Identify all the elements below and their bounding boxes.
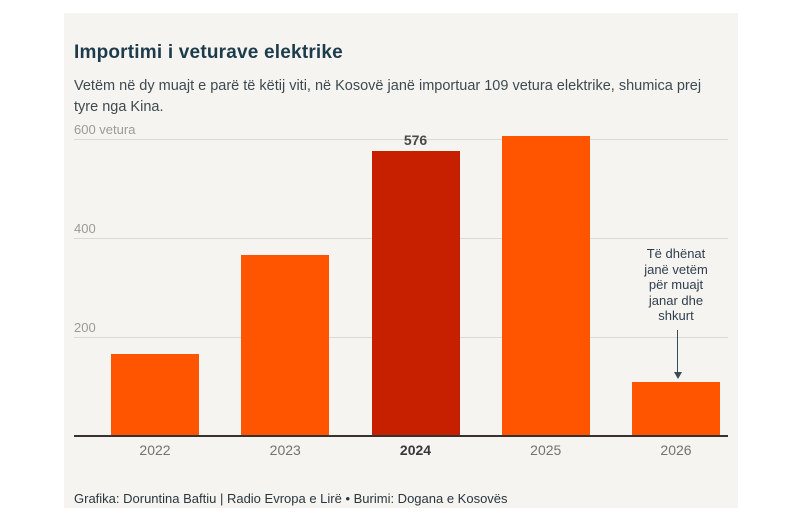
annotation-line: shkurt <box>658 308 694 323</box>
annotation-line: për muajt <box>648 277 704 292</box>
bar-2022[interactable] <box>111 354 199 437</box>
bar-2024[interactable] <box>372 151 460 437</box>
bar-2026[interactable] <box>632 382 720 437</box>
x-tick-label-2025: 2025 <box>530 442 562 458</box>
x-axis-line <box>74 435 728 437</box>
annotation-arrow-line <box>677 330 678 373</box>
annotation-arrow-head-icon <box>673 372 682 379</box>
y-tick-label-200: 200 <box>74 320 96 335</box>
annotation-line: janar dhe <box>648 292 704 308</box>
chart-subtitle: Vetëm në dy muajt e parë të këtij viti, … <box>74 77 702 116</box>
chart-title: Importimi i veturave elektrike <box>74 41 343 63</box>
bar-2025[interactable] <box>502 136 590 437</box>
annotation-line: Të dhënat <box>646 246 706 261</box>
gridline-600 <box>74 139 728 140</box>
y-tick-label-600: 600 vetura <box>74 122 136 137</box>
chart-area: 600 vetura 400 200 2022 2023 576 2024 2025 2026 T… <box>64 13 738 508</box>
y-tick-label-400: 400 <box>74 221 96 236</box>
x-tick-label-2023: 2023 <box>269 442 301 458</box>
x-tick-label-2024: 2024 <box>399 442 432 458</box>
bar-value-label-2024: 576 <box>403 132 428 148</box>
bar-2023[interactable] <box>241 255 329 437</box>
x-tick-label-2026: 2026 <box>660 442 692 458</box>
chart-footer-credit: Grafika: Doruntina Baftiu | Radio Evropa… <box>74 491 508 506</box>
x-tick-label-2022: 2022 <box>139 442 171 458</box>
annotation-note: Të dhënat janë vetëm për muajt janar dhe shk… <box>616 246 736 324</box>
chart-card: Importimi i veturave elektrike Vetëm në … <box>64 13 738 508</box>
annotation-line: janë vetëm <box>644 261 708 277</box>
